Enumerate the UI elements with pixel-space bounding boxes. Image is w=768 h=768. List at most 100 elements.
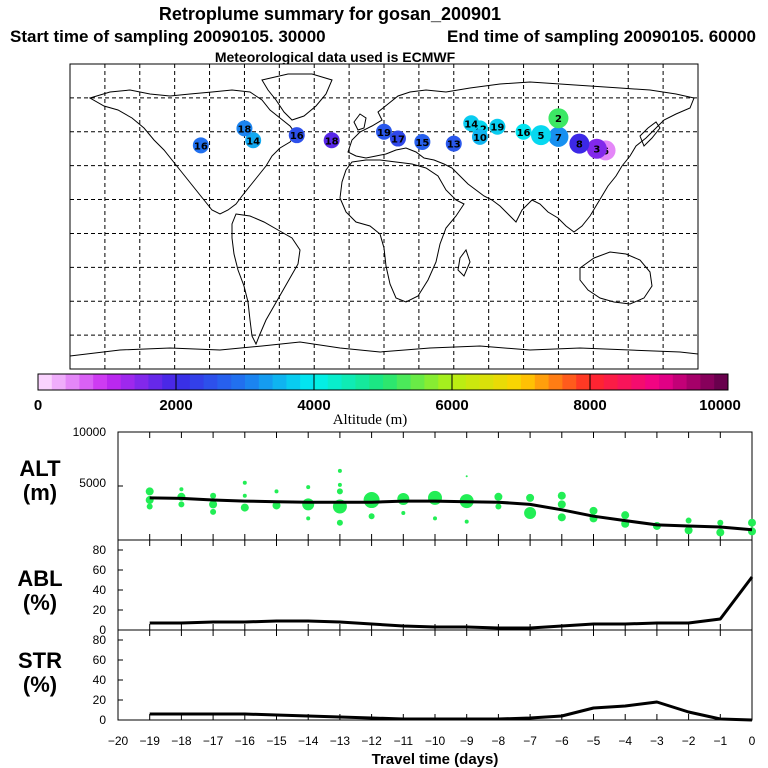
colorbar-cell [410,374,425,390]
altitude-colorbar: 0 2000 4000 6000 8000 10000 Altitude (m) [34,373,741,428]
y-tick-label: 80 [93,543,107,557]
alt-scatter-point [428,490,442,505]
x-tick-label: −6 [555,734,569,748]
plume-clusters: 6387516191210141315171816141816192 [192,108,616,161]
plume-cluster-label: 18 [325,136,339,147]
colorbar-tick-6000: 6000 [435,397,468,414]
alt-scatter-point [306,516,311,521]
str-panel-frame [117,629,753,721]
plume-cluster [323,132,340,149]
colorbar-cell [176,374,191,390]
plume-cluster-label: 15 [415,138,429,149]
series-lines [149,496,754,722]
colorbar-cell [603,374,619,390]
plume-cluster [414,133,431,150]
abl-yticks: 0 20 40 60 80 [93,543,107,637]
colorbar-cell [714,374,729,390]
alt-scatter-point [717,519,724,526]
colorbar-cell [148,374,163,390]
x-tick-label: −17 [203,734,224,748]
y-tick-label: 0 [99,713,106,727]
x-tick-label: −10 [425,734,446,748]
abl-panel-unit: (%) [23,590,57,615]
x-tick-label: 0 [749,734,756,748]
colorbar-cell [645,374,660,390]
alt-scatter-point [401,511,406,515]
time-series-panels: ALT (m) ABL (%) STR (%) 5000 10000 0 20 40… [17,425,756,768]
plume-cluster [471,128,488,145]
colorbar-cell [493,374,508,390]
plume-cluster [389,130,406,147]
alt-scatter-point [145,487,154,496]
plume-cluster-label: 5 [538,131,545,142]
colorbar-cell [107,374,122,390]
plume-cluster [288,127,305,144]
plume-cluster [236,120,253,137]
plume-cluster [463,115,480,132]
colorbar-cell [590,374,605,390]
coastline-british-isles [353,113,367,131]
colorbar-cell [189,374,205,390]
str-panel-unit: (%) [23,672,57,697]
y-tick-label: 40 [93,673,107,687]
colorbar-cell [300,374,315,390]
x-axis-label: Travel time (days) [372,751,499,768]
x-tick-label: −5 [587,734,601,748]
alt-scatter-point [465,475,468,478]
plume-cluster-label: 18 [237,124,251,135]
x-axis-ticks: −20 −19 −18 −17 −16 −15 −14 −13 −12 −11 −10 −9 −8 −7−… [108,734,756,748]
colorbar-cell [162,374,177,390]
abl-line [149,576,754,630]
colorbar-cell [314,374,329,390]
alt-scatter-point [716,528,725,537]
alt-scatter-point [464,519,469,524]
alt-scatter-point [210,508,217,515]
colorbar-cell [286,374,301,390]
str-line [149,700,753,722]
plume-cluster-label: 19 [377,128,391,139]
colorbar-cell [452,374,467,390]
alt-scatter-point [337,482,342,487]
plume-cluster [376,123,392,140]
x-tick-label: −16 [235,734,256,748]
plume-cluster [445,135,462,152]
alt-ytick-10000: 10000 [73,425,107,439]
colorbar-cell [576,374,591,390]
plume-cluster-label: 3 [593,145,600,156]
alt-scatter-point [337,468,342,473]
y-tick-label: 80 [93,633,107,647]
colorbar-cell [631,374,646,390]
plume-cluster [548,108,569,129]
colorbar-cell [383,374,398,390]
coastline-africa [339,159,465,303]
colorbar-cell [79,374,94,390]
x-tick-label: −9 [460,734,474,748]
coastline-australia [579,251,653,305]
alt-scatter-point [748,518,756,527]
x-tick-label: −15 [266,734,287,748]
plume-cluster-label: 14 [464,119,478,130]
colorbar-cell [396,374,412,390]
colorbar-cell [534,374,550,390]
colorbar-cell [272,374,287,390]
str-yticks: 0 20 40 60 80 [93,633,107,727]
alt-ytick-5000: 5000 [79,476,106,490]
alt-scatter-point [209,500,218,509]
colorbar-cell [424,374,439,390]
y-tick-label: 40 [93,583,107,597]
colorbar-cell [521,374,536,390]
plume-cluster-label: 16 [290,131,304,142]
x-tick-label: −4 [618,734,632,748]
colorbar-cell [134,374,149,390]
alt-scatter-point [368,513,375,520]
colorbar-cell [659,374,674,390]
plume-cluster-label: 19 [490,123,504,134]
coastline-antarctica [69,341,699,357]
alt-scatter-point [526,493,535,502]
alt-scatter-point [146,503,153,510]
plume-cluster [548,126,569,147]
colorbar-cell [369,374,384,390]
colorbar-tick-0: 0 [34,397,42,414]
x-tick-label: −8 [492,734,506,748]
y-tick-label: 20 [93,693,107,707]
